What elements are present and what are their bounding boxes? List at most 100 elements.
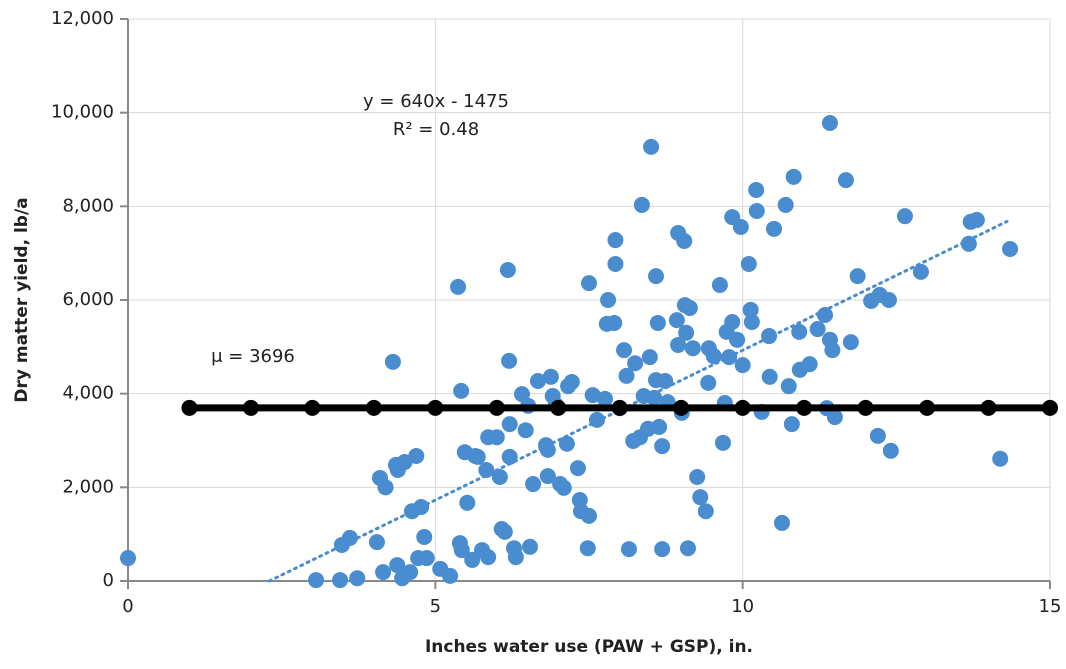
point xyxy=(507,549,524,566)
point xyxy=(880,292,897,308)
point xyxy=(514,386,531,403)
mean-marker xyxy=(181,399,198,416)
point xyxy=(842,334,859,351)
point xyxy=(491,469,508,486)
x-tick-label: 5 xyxy=(430,596,441,617)
point xyxy=(459,494,476,511)
x-tick-label: 15 xyxy=(1039,596,1062,617)
point xyxy=(377,479,394,496)
point xyxy=(368,534,385,551)
y-tick-label: 4,000 xyxy=(62,383,114,404)
point xyxy=(600,292,617,308)
point xyxy=(408,447,425,464)
point xyxy=(618,367,635,384)
point xyxy=(692,489,709,506)
point xyxy=(402,564,419,581)
mean-marker xyxy=(611,399,628,416)
point xyxy=(525,476,542,493)
trend-equation: y = 640x - 1475 xyxy=(363,91,509,112)
point xyxy=(501,416,518,433)
point xyxy=(824,342,841,359)
point xyxy=(740,255,757,272)
point xyxy=(389,557,406,574)
point xyxy=(774,514,791,531)
mean-marker xyxy=(304,399,321,416)
point xyxy=(729,331,746,348)
point xyxy=(558,435,575,452)
y-tick-label: 8,000 xyxy=(62,195,114,216)
point xyxy=(809,321,826,338)
point xyxy=(711,277,728,294)
point xyxy=(826,409,843,426)
point xyxy=(418,550,435,567)
mean-marker xyxy=(1042,399,1058,416)
point xyxy=(882,442,899,459)
point xyxy=(651,418,668,435)
point xyxy=(453,542,470,559)
point xyxy=(714,434,731,451)
point xyxy=(646,389,663,406)
point xyxy=(488,429,505,446)
mean-label: μ = 3696 xyxy=(211,346,295,367)
y-tick-label: 0 xyxy=(103,570,114,591)
point xyxy=(684,340,701,357)
point xyxy=(453,382,470,399)
x-axis-title: Inches water use (PAW + GSP), in. xyxy=(425,637,753,657)
point xyxy=(960,235,977,252)
mean-marker xyxy=(488,399,505,416)
point xyxy=(332,572,349,589)
point xyxy=(517,422,534,439)
point xyxy=(1002,240,1019,257)
point xyxy=(734,357,751,374)
mean-marker xyxy=(550,399,567,416)
point xyxy=(542,368,559,385)
point xyxy=(539,468,556,485)
point xyxy=(649,314,666,331)
point xyxy=(968,211,985,228)
point xyxy=(748,203,765,220)
point xyxy=(837,172,854,189)
point xyxy=(801,356,818,373)
point xyxy=(341,529,358,546)
point xyxy=(569,460,586,477)
y-tick-label: 2,000 xyxy=(62,476,114,497)
point xyxy=(821,114,838,131)
point xyxy=(689,469,706,486)
point xyxy=(849,268,866,285)
point xyxy=(742,301,759,318)
mean-marker xyxy=(734,399,751,416)
point xyxy=(654,541,671,558)
point xyxy=(616,342,633,359)
point xyxy=(563,373,580,390)
point xyxy=(657,373,674,390)
point xyxy=(748,181,765,198)
point xyxy=(705,348,722,365)
point xyxy=(499,262,516,279)
mean-marker xyxy=(857,399,874,416)
point xyxy=(442,567,459,584)
point xyxy=(783,416,800,433)
point xyxy=(584,387,601,404)
point xyxy=(384,353,401,370)
point xyxy=(724,314,741,331)
point xyxy=(581,275,597,292)
point xyxy=(464,551,481,568)
point xyxy=(791,323,808,340)
point xyxy=(668,312,685,329)
point xyxy=(349,570,366,587)
point xyxy=(743,314,760,331)
y-tick-label: 12,000 xyxy=(51,8,114,29)
point xyxy=(869,427,886,444)
point xyxy=(697,503,714,520)
point xyxy=(992,450,1009,467)
point xyxy=(627,355,644,372)
x-tick-label: 0 xyxy=(122,596,133,617)
point xyxy=(700,374,717,391)
point xyxy=(670,336,687,353)
point xyxy=(817,306,834,323)
y-axis-title: Dry matter yield, lb/a xyxy=(12,197,32,402)
mean-marker xyxy=(673,399,690,416)
point xyxy=(766,220,783,237)
point xyxy=(761,368,778,385)
point xyxy=(480,549,497,566)
